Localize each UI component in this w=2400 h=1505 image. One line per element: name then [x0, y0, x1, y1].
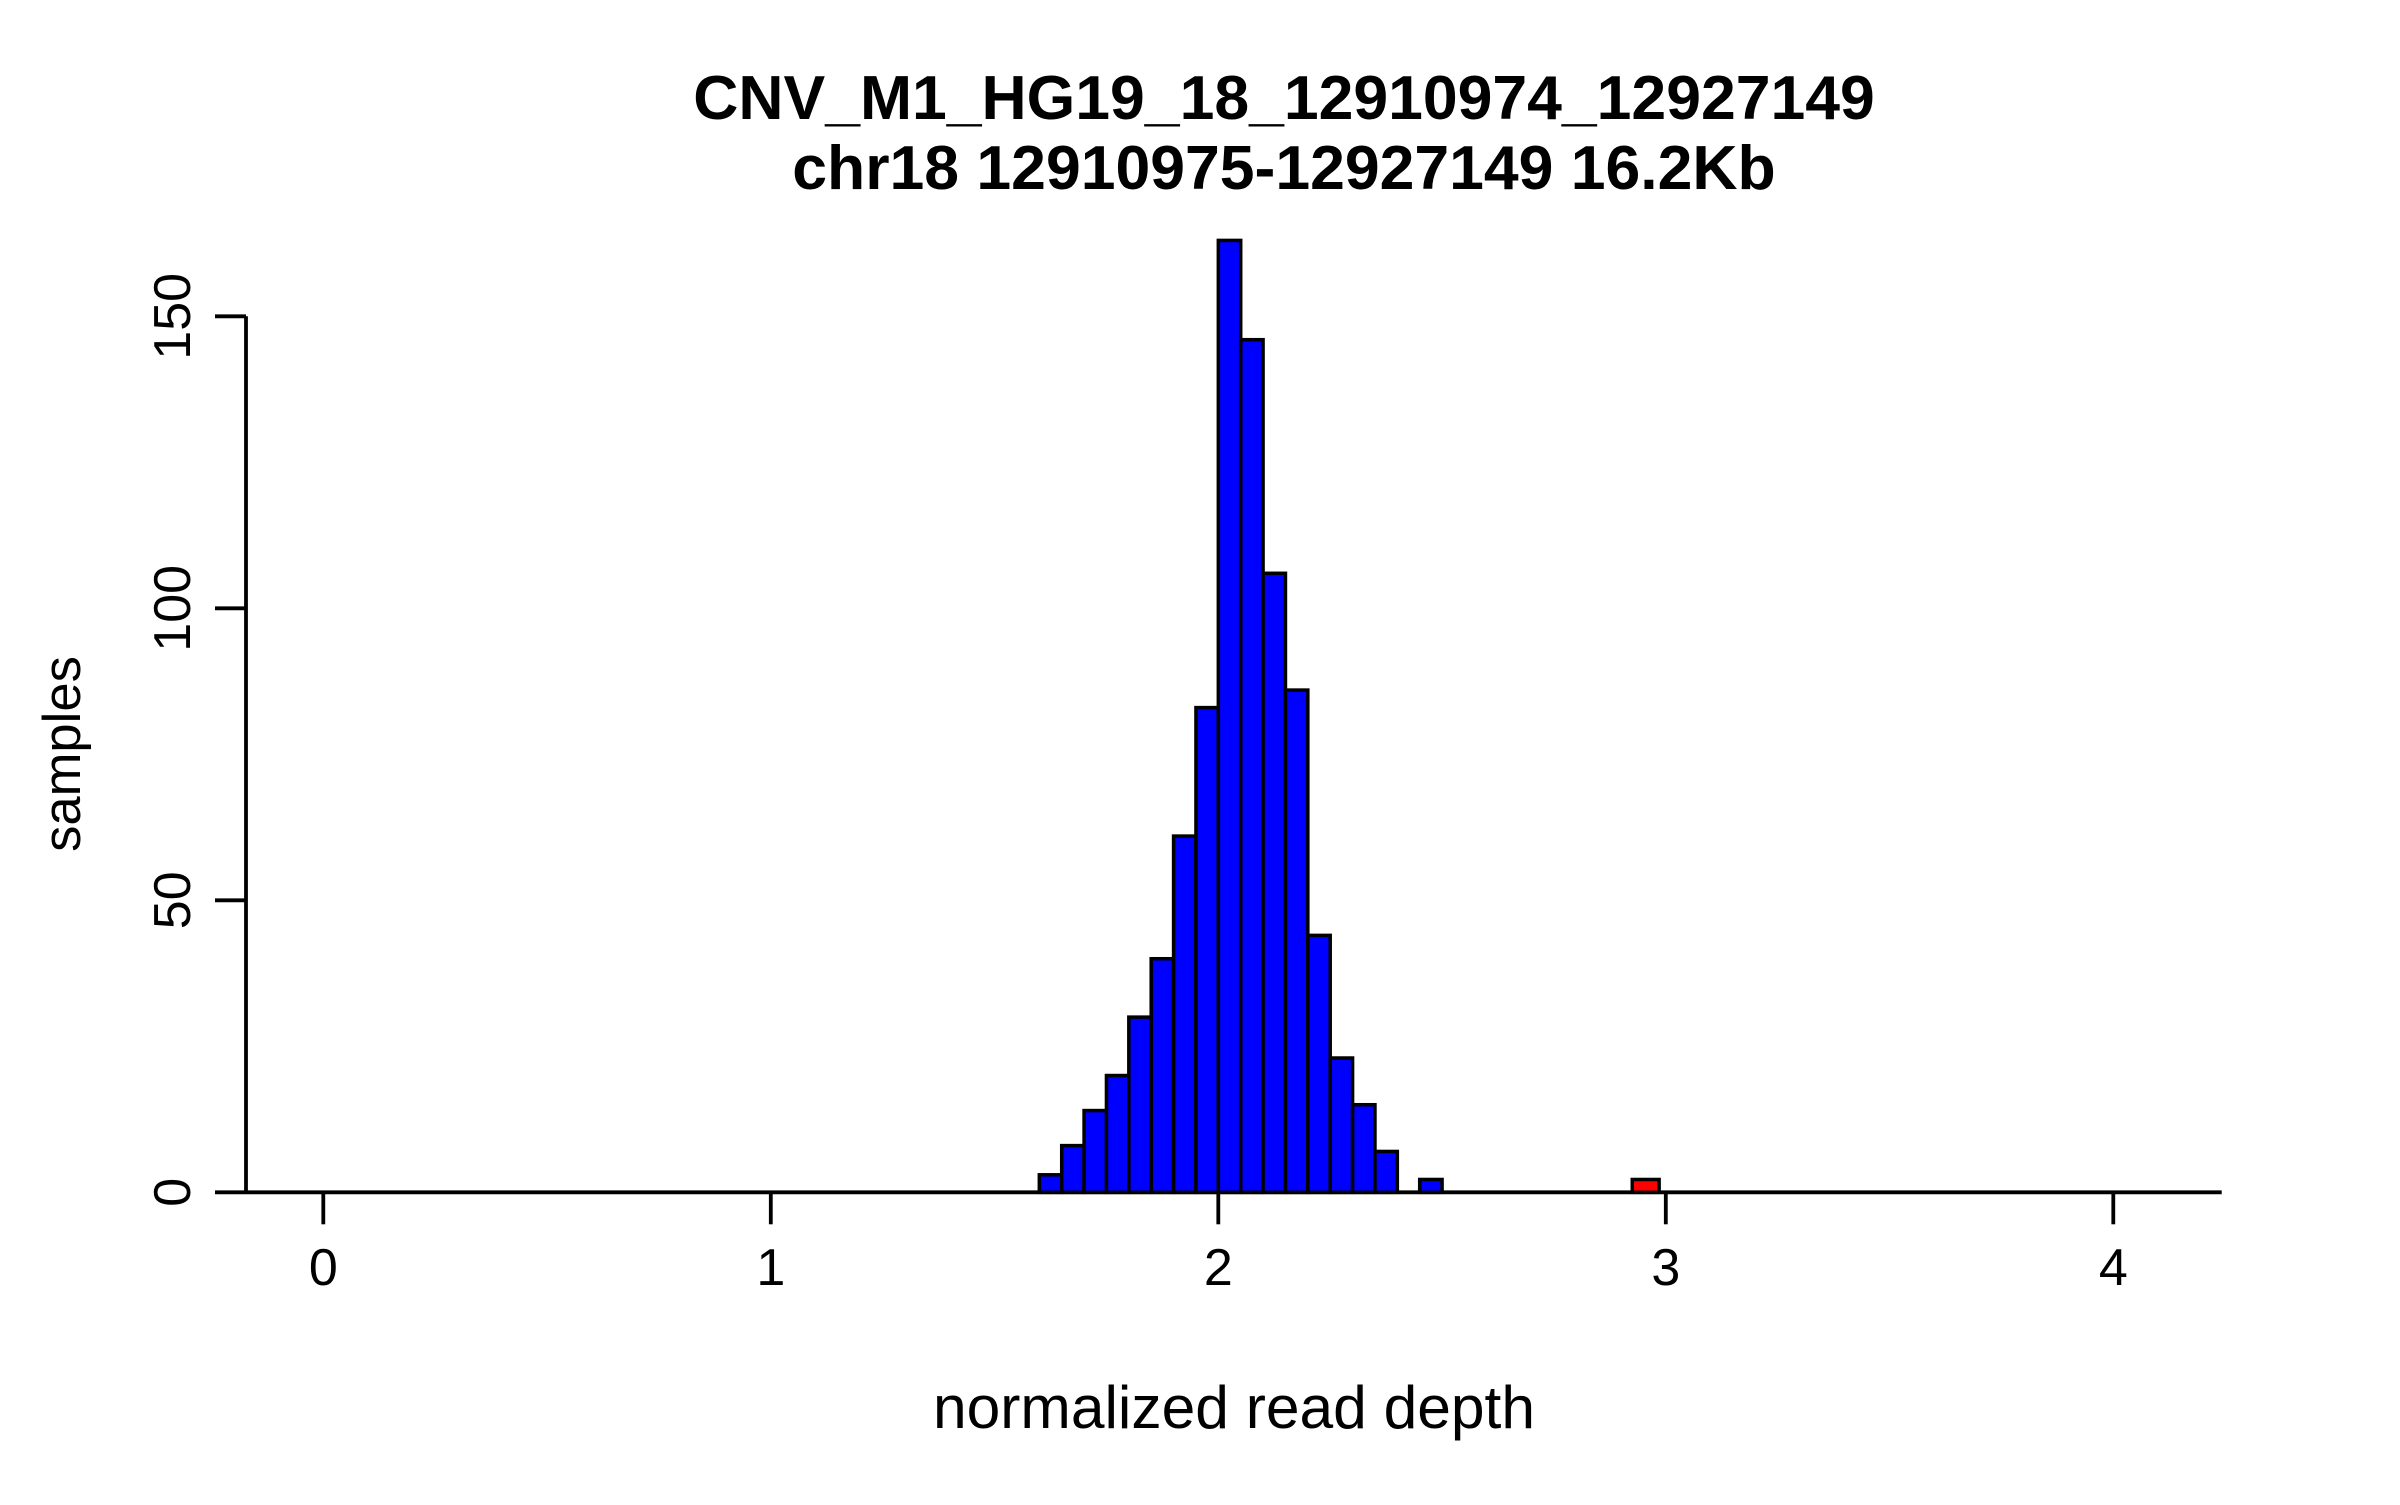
svg-text:2: 2: [1204, 1239, 1233, 1297]
svg-text:150: 150: [144, 273, 202, 360]
svg-text:CNV_M1_HG19_18_12910974_129271: CNV_M1_HG19_18_12910974_12927149: [693, 63, 1875, 133]
svg-text:chr18 12910975-12927149 16.2Kb: chr18 12910975-12927149 16.2Kb: [792, 133, 1775, 203]
svg-text:0: 0: [144, 1178, 202, 1207]
svg-text:3: 3: [1651, 1239, 1680, 1297]
svg-text:0: 0: [309, 1239, 338, 1297]
svg-text:4: 4: [2099, 1239, 2128, 1297]
svg-text:100: 100: [144, 565, 202, 652]
svg-text:normalized read depth: normalized read depth: [933, 1373, 1535, 1441]
svg-text:50: 50: [144, 871, 202, 929]
svg-text:samples: samples: [33, 656, 92, 852]
svg-text:1: 1: [756, 1239, 785, 1297]
